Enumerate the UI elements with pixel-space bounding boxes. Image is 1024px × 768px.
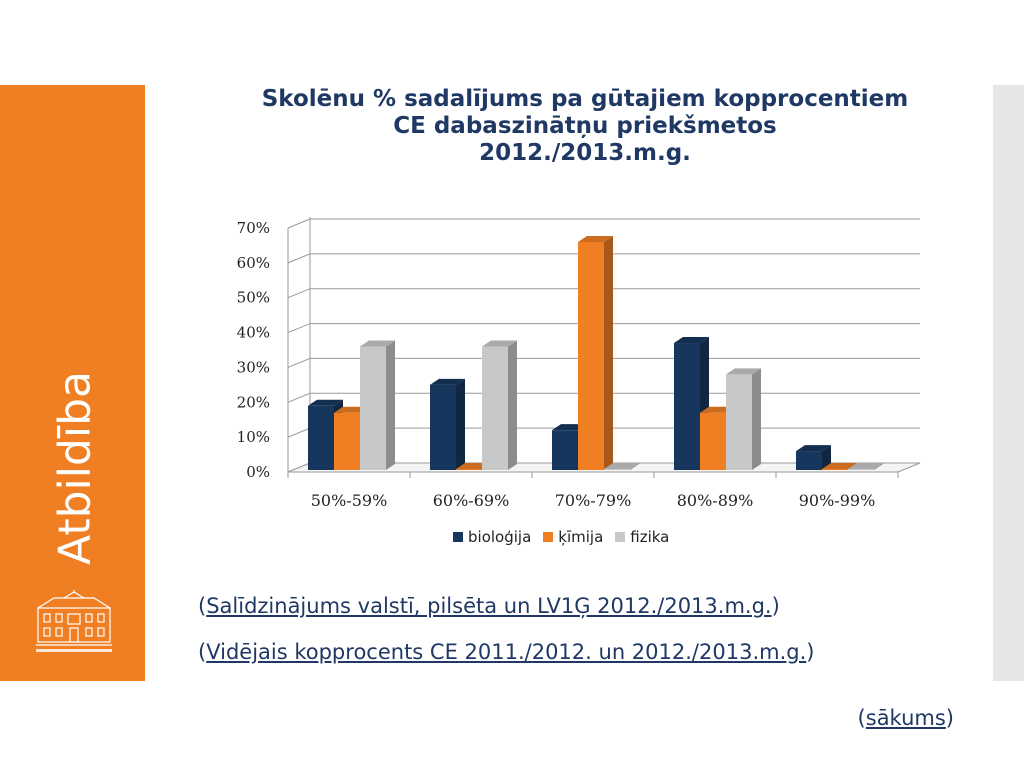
bar-side — [604, 235, 613, 470]
bar-fizika — [604, 469, 630, 470]
bar-ķīmija — [334, 412, 360, 470]
x-tick-label: 90%-99% — [799, 491, 876, 510]
bar-ķīmija — [700, 412, 726, 470]
link-line-comparison: (Salīdzinājums valstī, pilsēta un LV1Ģ 2… — [198, 594, 780, 618]
x-tick-label: 80%-89% — [677, 491, 754, 510]
gridline — [287, 218, 920, 229]
y-tick-label: 0% — [246, 463, 270, 481]
side-bar: Atbildība — [0, 85, 145, 681]
legend-swatch-biologija — [453, 532, 463, 542]
y-tick-label: 70% — [237, 219, 270, 237]
right-bar — [993, 85, 1024, 681]
bar-top — [430, 378, 465, 385]
bar-top — [604, 463, 639, 469]
bar-fizika — [726, 374, 752, 470]
paren-close: ) — [945, 706, 954, 730]
chart-legend: bioloģija ķīmija fizika — [453, 528, 669, 546]
legend-item-biologija: bioloģija — [453, 528, 531, 546]
bar-top — [360, 340, 395, 347]
school-logo — [36, 590, 112, 652]
bar-side — [508, 340, 517, 470]
bar-side — [630, 463, 639, 470]
y-tick-label: 10% — [237, 428, 270, 446]
chart-title-line-3: 2012./2013.m.g. — [479, 139, 691, 166]
bar-top — [308, 399, 343, 406]
bar-side — [822, 445, 831, 470]
legend-item-kimija: ķīmija — [543, 528, 603, 546]
bar-bioloģija — [308, 405, 334, 470]
paren-close: ) — [806, 640, 815, 664]
bar-top — [848, 463, 883, 469]
y-tick-label: 30% — [237, 358, 270, 376]
bar-bioloģija — [796, 451, 822, 470]
bar-bioloģija — [552, 430, 578, 470]
x-tick-label: 60%-69% — [433, 491, 510, 510]
paren-open: ( — [198, 594, 207, 618]
y-tick-label: 20% — [237, 393, 270, 411]
home-line: (sākums) — [858, 706, 954, 730]
bar-top — [674, 337, 709, 344]
bar-bioloģija — [430, 384, 456, 470]
comparison-link[interactable]: Salīdzinājums valstī, pilsēta un LV1Ģ 20… — [206, 594, 772, 618]
legend-label-biologija: bioloģija — [468, 528, 532, 546]
bar-top — [482, 340, 517, 347]
paren-open: ( — [198, 640, 207, 664]
x-tick-label: 50%-59% — [311, 491, 388, 510]
legend-item-fizika: fizika — [615, 528, 669, 546]
bar-bioloģija — [674, 343, 700, 470]
bar-ķīmija — [822, 469, 848, 470]
bar-ķīmija — [578, 241, 604, 470]
bar-fizika — [360, 346, 386, 470]
bar-top — [822, 463, 857, 469]
bar-side — [456, 378, 465, 470]
legend-swatch-kimija — [543, 532, 554, 542]
chart-title: Skolēnu % sadalījums pa gūtajiem kopproc… — [190, 86, 980, 167]
x-tick-label: 70%-79% — [555, 491, 632, 510]
link-line-average: (Vidējais kopprocents CE 2011./2012. un … — [198, 640, 814, 664]
bar-ķīmija — [456, 469, 482, 470]
chart-title-line-1: Skolēnu % sadalījums pa gūtajiem kopproc… — [261, 86, 909, 112]
bar-top — [578, 235, 613, 242]
bar-fizika — [848, 469, 874, 470]
bar-side — [752, 368, 761, 470]
bar-top — [726, 368, 761, 375]
bar-side — [874, 463, 883, 470]
legend-label-fizika: fizika — [630, 528, 670, 546]
paren-open: ( — [857, 706, 866, 730]
chart-title-line-2: CE dabaszinātņu priekšmetos — [393, 112, 777, 139]
legend-swatch-fizika — [615, 532, 626, 542]
home-link[interactable]: sākums — [865, 706, 946, 730]
average-link[interactable]: Vidējais kopprocents CE 2011./2012. un 2… — [206, 640, 807, 664]
y-tick-label: 40% — [237, 324, 270, 342]
bar-fizika — [482, 346, 508, 470]
y-tick-label: 50% — [237, 289, 270, 307]
paren-close: ) — [771, 594, 780, 618]
bar-side — [386, 340, 395, 470]
legend-label-kimija: ķīmija — [558, 528, 604, 546]
y-tick-label: 60% — [237, 254, 270, 272]
bar-top — [796, 445, 831, 452]
